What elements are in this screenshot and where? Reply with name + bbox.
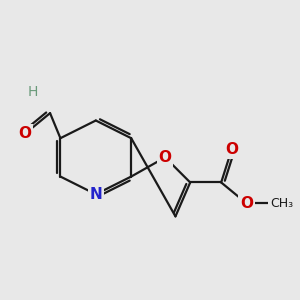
Text: O: O	[159, 150, 172, 165]
Text: O: O	[19, 126, 32, 141]
Text: H: H	[27, 85, 38, 100]
Text: O: O	[240, 196, 253, 211]
Text: O: O	[225, 142, 238, 158]
Text: N: N	[89, 187, 102, 202]
Text: CH₃: CH₃	[270, 196, 293, 210]
